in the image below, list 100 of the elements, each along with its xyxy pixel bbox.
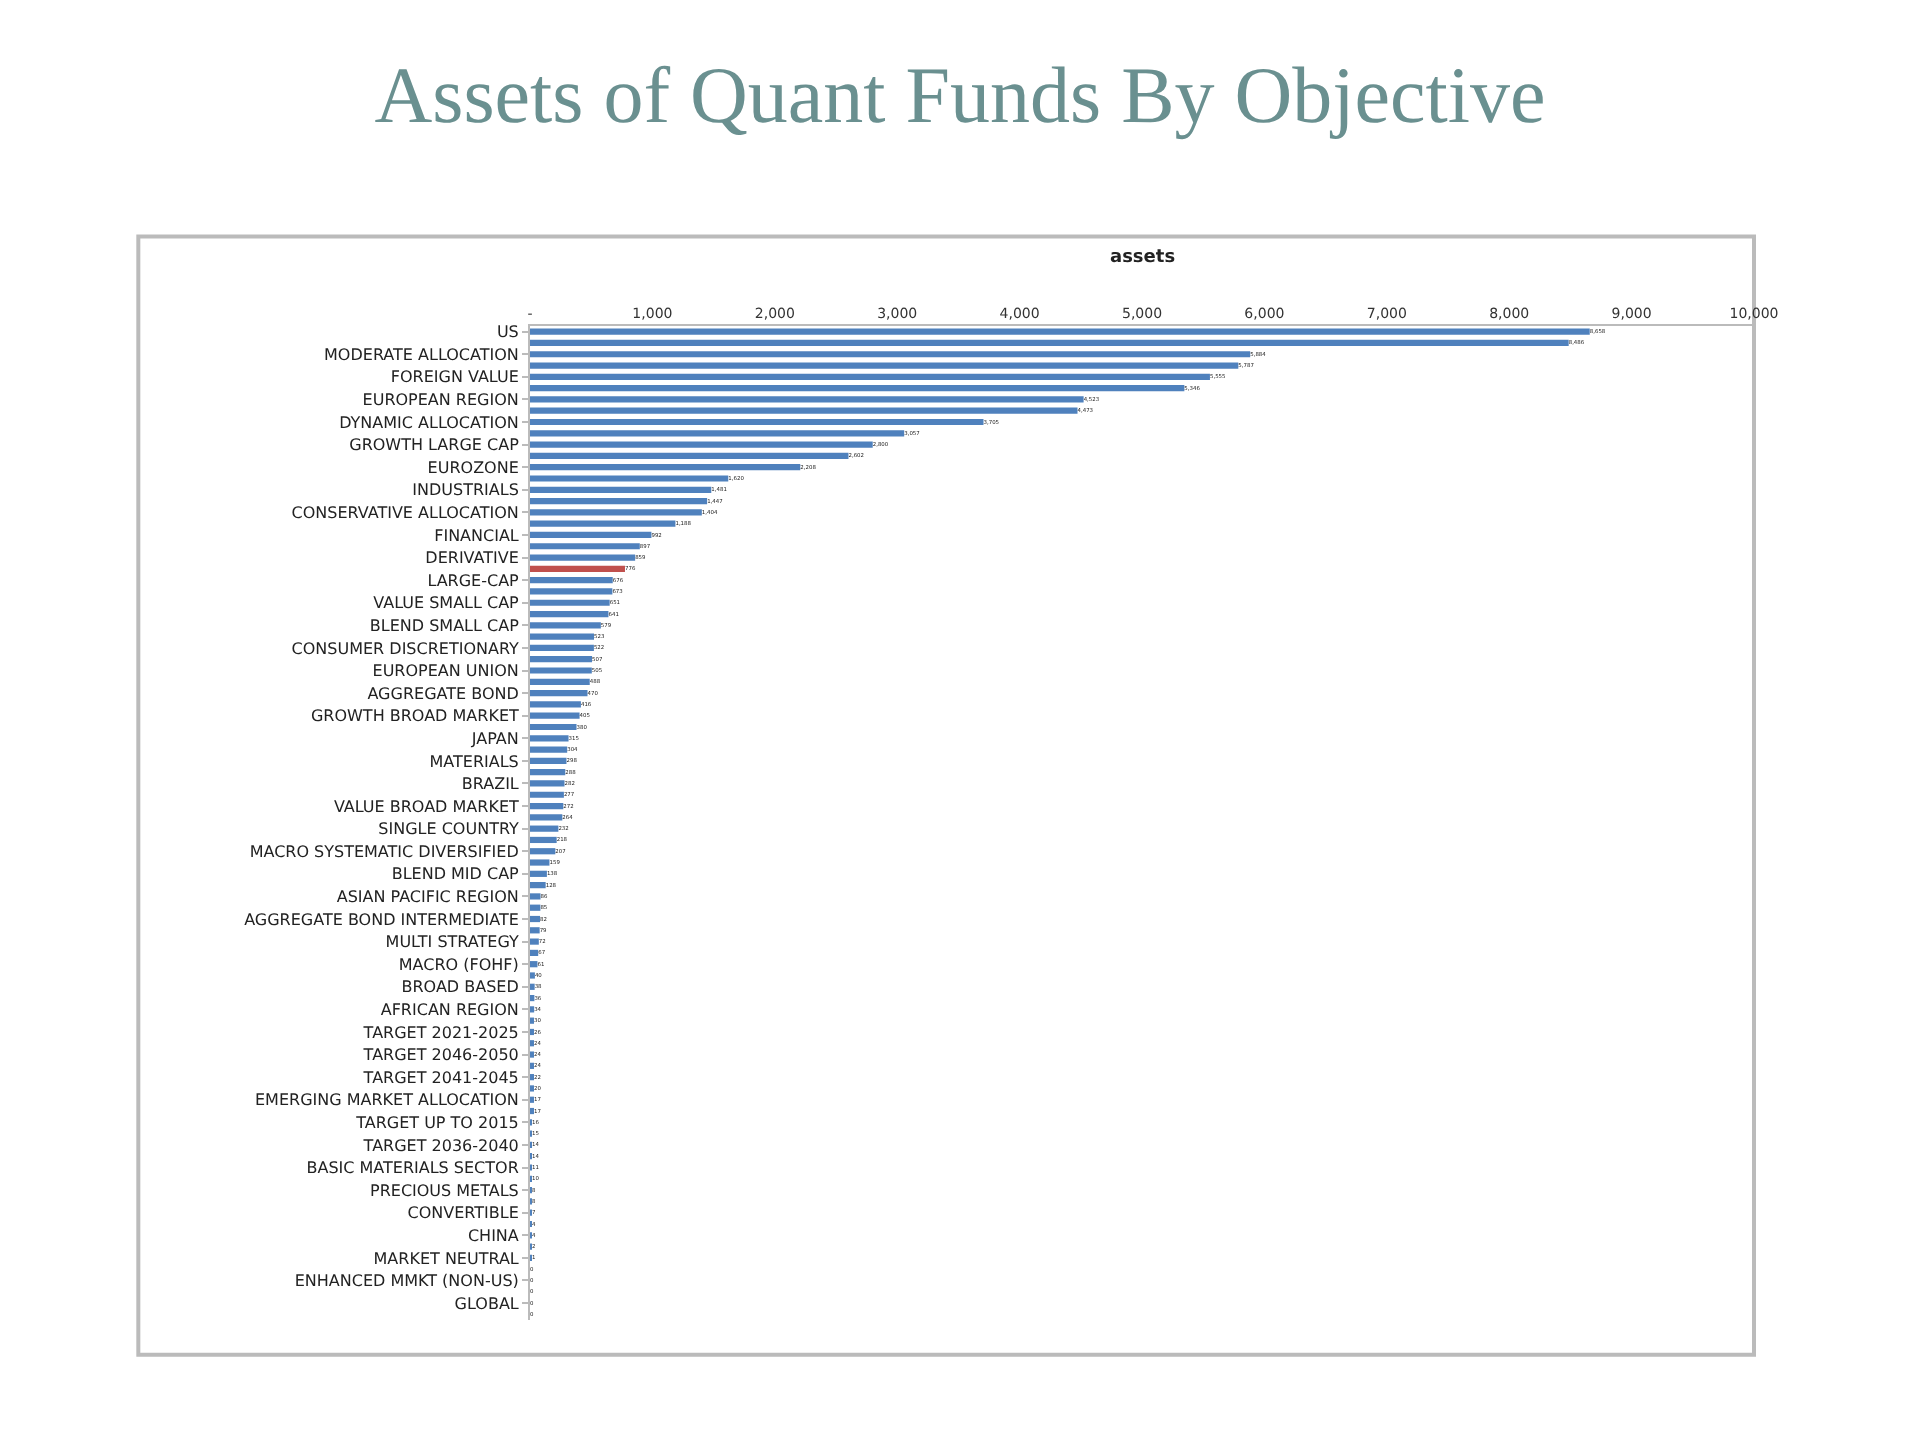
y-tick-label: ENHANCED MMKT (NON-US) xyxy=(294,1272,519,1291)
chart-title: Assets of Quant Funds By Objective xyxy=(374,49,1546,140)
y-tick-label: MACRO SYSTEMATIC DIVERSIFIED xyxy=(249,842,519,861)
bar xyxy=(530,622,601,629)
y-tick-label: JAPAN xyxy=(469,729,519,748)
y-tick-label: TARGET 2036-2040 xyxy=(361,1136,519,1155)
y-tick-label: TARGET 2041-2045 xyxy=(361,1068,519,1087)
bar xyxy=(530,882,546,889)
y-tick-label: ASIAN PACIFIC REGION xyxy=(336,888,519,907)
y-tick-label: BROAD BASED xyxy=(401,978,519,997)
bar xyxy=(530,836,557,844)
bar xyxy=(530,373,1210,380)
bar xyxy=(530,509,702,516)
y-tick-label: EUROPEAN REGION xyxy=(362,391,519,410)
y-tick-label: MACRO (FOHF) xyxy=(398,955,519,974)
bar xyxy=(530,588,613,595)
y-tick-label: GROWTH LARGE CAP xyxy=(349,436,520,455)
bar xyxy=(530,825,559,832)
bar xyxy=(530,791,564,798)
bar xyxy=(530,938,539,945)
y-tick-label: GLOBAL xyxy=(454,1294,520,1313)
bar xyxy=(530,712,580,719)
bar xyxy=(530,520,676,527)
bar xyxy=(530,780,565,787)
bar xyxy=(530,870,547,877)
y-tick-label: AGGREGATE BOND xyxy=(367,684,519,703)
bar xyxy=(530,656,593,663)
y-tick-label: CHINA xyxy=(467,1226,520,1245)
y-tick-label: EMERGING MARKET ALLOCATION xyxy=(255,1091,519,1110)
y-tick-label: VALUE BROAD MARKET xyxy=(333,797,520,816)
y-tick-label: FOREIGN VALUE xyxy=(390,368,519,387)
bar xyxy=(530,418,984,426)
bar xyxy=(530,893,541,900)
bar xyxy=(530,554,636,561)
bar xyxy=(530,961,538,968)
bar xyxy=(530,927,540,934)
bar xyxy=(530,464,801,471)
bar xyxy=(530,497,708,505)
bar xyxy=(530,644,594,652)
y-tick-label: BASIC MATERIALS SECTOR xyxy=(306,1159,520,1178)
bar xyxy=(530,746,568,753)
y-tick-label: LARGE-CAP xyxy=(427,571,520,590)
y-tick-label: GROWTH BROAD MARKET xyxy=(310,707,519,726)
y-tick-label: INDUSTRIALS xyxy=(412,481,519,500)
y-tick-label: AGGREGATE BOND INTERMEDIATE xyxy=(244,910,519,929)
bar xyxy=(530,328,1590,335)
y-tick-label: EUROZONE xyxy=(427,458,519,477)
y-tick-label: CONSERVATIVE ALLOCATION xyxy=(291,503,519,522)
bar xyxy=(530,667,592,674)
bar xyxy=(530,915,541,923)
y-tick-label: VALUE SMALL CAP xyxy=(373,594,520,613)
y-tick-label: US xyxy=(496,323,519,342)
bar xyxy=(530,904,541,911)
bar xyxy=(530,757,567,764)
y-tick-label: CONVERTIBLE xyxy=(407,1204,519,1223)
bar xyxy=(530,848,556,855)
bar xyxy=(530,396,1084,403)
bar xyxy=(530,407,1078,414)
y-tick-label: DERIVATIVE xyxy=(425,549,519,568)
bar xyxy=(530,735,569,742)
bar xyxy=(530,385,1185,392)
bar xyxy=(530,543,640,550)
y-tick-label: MARKET NEUTRAL xyxy=(373,1249,520,1268)
bar xyxy=(530,531,652,539)
y-tick-label: PRECIOUS METALS xyxy=(370,1181,519,1200)
y-tick-label: MODERATE ALLOCATION xyxy=(324,345,519,364)
y-tick-label: TARGET 2021-2025 xyxy=(361,1023,519,1042)
chart-subtitle: assets xyxy=(1110,248,1176,268)
bar xyxy=(530,339,1569,347)
bar xyxy=(530,678,590,685)
bar xyxy=(530,430,905,437)
bar xyxy=(530,599,610,606)
y-tick-label: EUROPEAN UNION xyxy=(372,662,519,681)
y-tick-label: AFRICAN REGION xyxy=(380,1000,519,1019)
y-tick-label: TARGET UP TO 2015 xyxy=(354,1113,519,1132)
y-tick-label: MULTI STRATEGY xyxy=(385,933,519,952)
y-tick-label: BLEND SMALL CAP xyxy=(369,616,520,635)
y-tick-label: CONSUMER DISCRETIONARY xyxy=(291,639,520,658)
y-tick-label: SINGLE COUNTRY xyxy=(378,820,520,839)
y-tick-label: MATERIALS xyxy=(429,752,519,771)
bar xyxy=(530,690,588,697)
bar xyxy=(530,723,577,731)
bar xyxy=(530,769,566,776)
y-tick-label: BRAZIL xyxy=(461,775,520,794)
bar xyxy=(530,565,625,572)
bar xyxy=(530,351,1251,358)
bar xyxy=(530,859,550,866)
bar xyxy=(530,633,595,640)
bar xyxy=(530,452,849,459)
y-tick-label: FINANCIAL xyxy=(434,526,520,545)
bar xyxy=(530,441,873,448)
bar xyxy=(530,610,609,618)
bar xyxy=(530,486,712,493)
bar xyxy=(530,949,539,956)
bar xyxy=(530,577,613,584)
y-tick-label: DYNAMIC ALLOCATION xyxy=(339,413,519,432)
bar xyxy=(530,475,729,482)
bar xyxy=(530,802,564,810)
bar xyxy=(530,701,581,708)
bar xyxy=(530,362,1239,369)
